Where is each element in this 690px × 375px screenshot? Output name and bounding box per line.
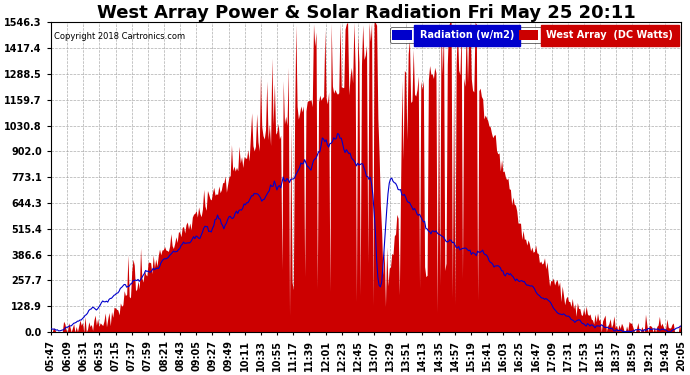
Title: West Array Power & Solar Radiation Fri May 25 20:11: West Array Power & Solar Radiation Fri M…	[97, 4, 635, 22]
Text: Copyright 2018 Cartronics.com: Copyright 2018 Cartronics.com	[54, 32, 185, 40]
Legend: Radiation (w/m2), West Array  (DC Watts): Radiation (w/m2), West Array (DC Watts)	[390, 27, 676, 43]
